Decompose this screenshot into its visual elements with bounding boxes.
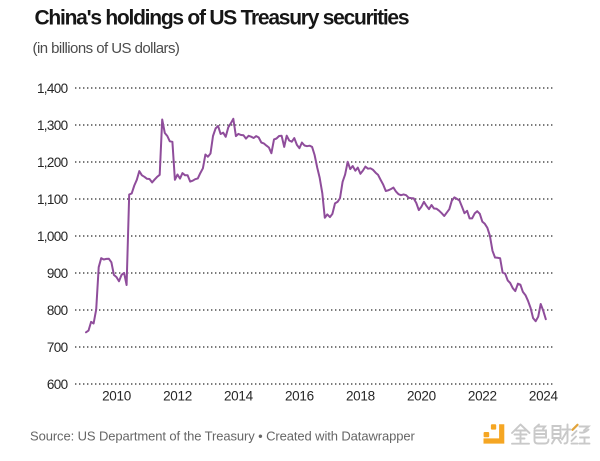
svg-text:2022: 2022 <box>468 389 497 404</box>
svg-text:(in billions of US dollars): (in billions of US dollars) <box>33 40 180 57</box>
svg-text:Source: US Department of the T: Source: US Department of the Treasury • … <box>30 429 415 444</box>
svg-text:700: 700 <box>47 340 68 355</box>
svg-text:1,300: 1,300 <box>37 118 68 133</box>
svg-text:2020: 2020 <box>407 389 436 404</box>
svg-text:1,400: 1,400 <box>37 81 68 96</box>
svg-text:2016: 2016 <box>285 389 314 404</box>
svg-text:1,000: 1,000 <box>37 229 68 244</box>
svg-text:900: 900 <box>47 266 68 281</box>
svg-text:800: 800 <box>47 303 68 318</box>
svg-text:2010: 2010 <box>102 389 131 404</box>
svg-text:1,200: 1,200 <box>37 155 68 170</box>
svg-text:600: 600 <box>47 377 68 392</box>
svg-text:2014: 2014 <box>224 389 254 404</box>
svg-text:2012: 2012 <box>163 389 192 404</box>
svg-text:2024: 2024 <box>529 389 559 404</box>
svg-text:China's holdings of US Treasur: China's holdings of US Treasury securiti… <box>35 7 409 30</box>
svg-text:2018: 2018 <box>346 389 375 404</box>
svg-text:1,100: 1,100 <box>37 192 68 207</box>
